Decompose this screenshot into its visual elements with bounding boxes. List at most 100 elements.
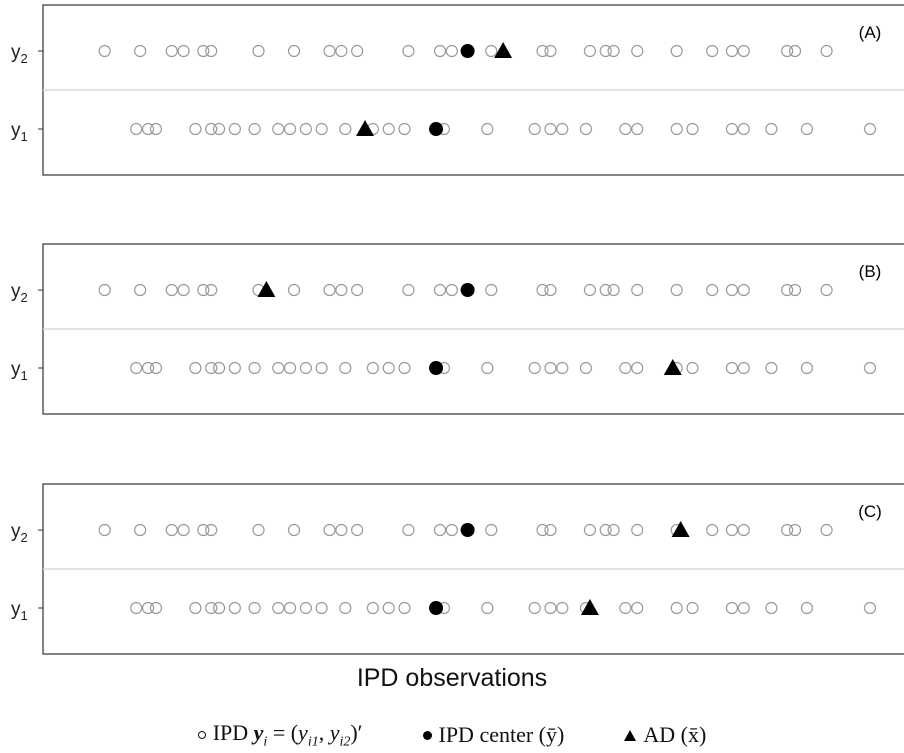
- ipd-point: [248, 601, 261, 615]
- ipd-point: [788, 283, 802, 297]
- ipd-point: [556, 361, 569, 375]
- ipd-point: [765, 361, 778, 375]
- ipd-center-point: [429, 122, 444, 136]
- ipd-point: [820, 44, 833, 58]
- ipd-point: [800, 601, 813, 615]
- ipd-point: [631, 361, 644, 375]
- ipd-point: [536, 44, 549, 58]
- ipd-point: [820, 283, 833, 297]
- ipd-point: [433, 44, 447, 58]
- ipd-point: [323, 283, 336, 297]
- ipd-point: [820, 523, 833, 537]
- ipd-point: [382, 361, 395, 375]
- ipd-point: [272, 361, 285, 375]
- ipd-point: [737, 44, 750, 58]
- ipd-point: [631, 44, 644, 58]
- ipd-point: [351, 283, 364, 297]
- ipd-point: [781, 44, 794, 58]
- ipd-point: [706, 523, 719, 537]
- panel-c: (C) y2 y1: [11, 483, 904, 655]
- ipd-point: [528, 122, 541, 136]
- legend-item-ipd: IPD yi = (yi1, yi2)′: [197, 720, 363, 750]
- ipd-point: [134, 523, 147, 537]
- ipd-point: [765, 601, 778, 615]
- ipd-point: [670, 44, 683, 58]
- ipd-point: [351, 44, 364, 58]
- ipd-point: [528, 601, 541, 615]
- ad-point: [494, 42, 513, 58]
- ipd-point: [445, 523, 458, 537]
- ipd-point: [315, 361, 328, 375]
- ipd-point: [149, 361, 163, 375]
- ipd-point: [205, 122, 218, 136]
- ipd-point: [788, 523, 802, 537]
- ipd-point: [366, 601, 380, 615]
- ipd-point: [212, 361, 226, 375]
- ipd-point: [287, 523, 301, 537]
- row-label-y2: y2: [11, 521, 28, 545]
- ad-point: [663, 359, 682, 375]
- ipd-point: [283, 122, 297, 136]
- ipd-point: [725, 361, 739, 375]
- ipd-point: [556, 122, 569, 136]
- ipd-point: [382, 122, 395, 136]
- ipd-point: [781, 523, 794, 537]
- ipd-center-point: [460, 44, 475, 58]
- ipd-point: [737, 283, 750, 297]
- ipd-point: [607, 523, 620, 537]
- legend-item-ad: AD (x̄): [624, 722, 706, 748]
- ipd-point: [670, 283, 683, 297]
- ipd-point: [402, 523, 415, 537]
- ipd-point: [686, 122, 699, 136]
- ipd-point: [485, 44, 498, 58]
- ipd-center-point: [429, 601, 444, 615]
- ipd-point: [583, 44, 597, 58]
- ipd-point: [737, 601, 750, 615]
- ipd-point: [631, 601, 644, 615]
- ipd-point: [725, 601, 739, 615]
- row-label-y1: y1: [11, 120, 28, 144]
- row-label-y2: y2: [11, 42, 28, 66]
- ipd-point: [98, 283, 111, 297]
- ipd-point: [335, 523, 348, 537]
- ipd-point: [299, 601, 312, 615]
- ipd-point: [536, 523, 549, 537]
- legend: IPD yi = (yi1, yi2)′ IPD center (ȳ) AD (…: [0, 720, 904, 750]
- ipd-point: [205, 44, 218, 58]
- ipd-point: [725, 44, 739, 58]
- ipd-point: [686, 601, 699, 615]
- ipd-point: [544, 44, 557, 58]
- ipd-point: [205, 283, 218, 297]
- ipd-point: [583, 283, 597, 297]
- ipd-point: [765, 122, 778, 136]
- ipd-point: [189, 122, 202, 136]
- ipd-point: [252, 44, 265, 58]
- ad-point: [671, 521, 690, 537]
- ipd-point: [706, 283, 719, 297]
- ipd-point: [619, 601, 632, 615]
- ipd-point: [631, 523, 644, 537]
- ipd-point: [433, 523, 447, 537]
- ipd-point: [283, 601, 297, 615]
- ipd-point: [134, 44, 147, 58]
- ipd-point: [287, 283, 301, 297]
- panel-a: (A) y2 y1: [11, 4, 904, 176]
- row-label-y1: y1: [11, 599, 28, 623]
- ipd-point: [189, 361, 202, 375]
- panel-tag: (B): [859, 262, 882, 281]
- ipd-point: [212, 601, 226, 615]
- ipd-point: [165, 523, 178, 537]
- ipd-point: [197, 44, 210, 58]
- ipd-point: [339, 361, 352, 375]
- ipd-point: [165, 44, 178, 58]
- ipd-point: [599, 44, 612, 58]
- ipd-point: [272, 601, 285, 615]
- ipd-point: [631, 122, 644, 136]
- ipd-point: [485, 523, 498, 537]
- ipd-center-point: [460, 523, 475, 537]
- ipd-point: [130, 122, 143, 136]
- ipd-point: [544, 122, 557, 136]
- ipd-point: [737, 523, 750, 537]
- ipd-point: [149, 122, 163, 136]
- ipd-point: [528, 361, 541, 375]
